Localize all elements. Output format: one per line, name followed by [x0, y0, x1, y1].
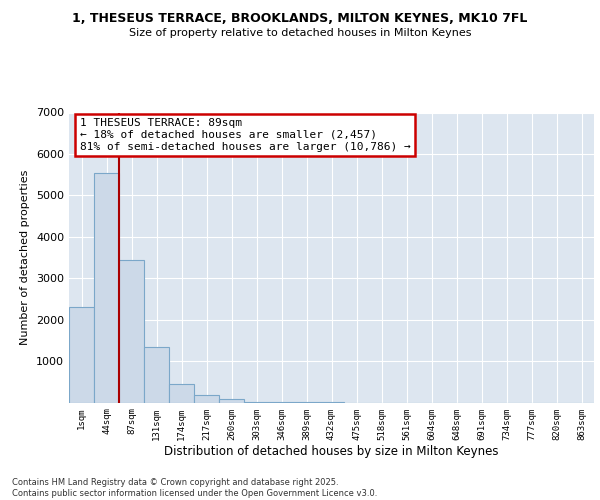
Bar — [169, 384, 194, 402]
X-axis label: Distribution of detached houses by size in Milton Keynes: Distribution of detached houses by size … — [164, 445, 499, 458]
Text: 1 THESEUS TERRACE: 89sqm
← 18% of detached houses are smaller (2,457)
81% of sem: 1 THESEUS TERRACE: 89sqm ← 18% of detach… — [79, 118, 410, 152]
Y-axis label: Number of detached properties: Number of detached properties — [20, 170, 31, 345]
Bar — [219, 400, 244, 402]
Bar — [144, 346, 169, 403]
Bar — [194, 395, 219, 402]
Text: 1, THESEUS TERRACE, BROOKLANDS, MILTON KEYNES, MK10 7FL: 1, THESEUS TERRACE, BROOKLANDS, MILTON K… — [73, 12, 527, 26]
Text: Size of property relative to detached houses in Milton Keynes: Size of property relative to detached ho… — [129, 28, 471, 38]
Bar — [94, 172, 119, 402]
Bar — [69, 307, 94, 402]
Text: Contains HM Land Registry data © Crown copyright and database right 2025.
Contai: Contains HM Land Registry data © Crown c… — [12, 478, 377, 498]
Bar — [119, 260, 144, 402]
